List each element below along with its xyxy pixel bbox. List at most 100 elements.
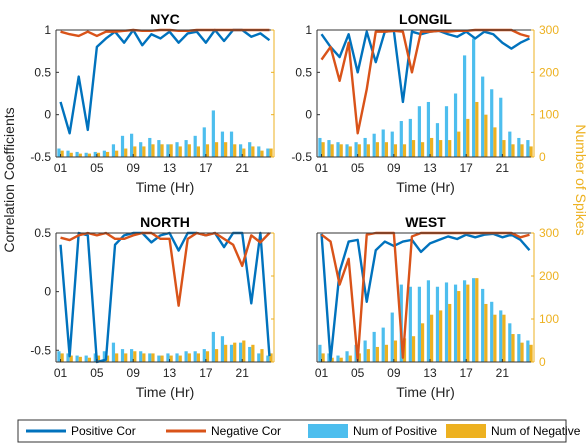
bar-num-negative: [133, 351, 137, 362]
bar-num-positive: [120, 349, 125, 362]
bar-num-negative: [321, 142, 325, 157]
bar-num-positive: [499, 310, 503, 362]
bar-num-negative: [115, 353, 119, 362]
bar-num-positive: [93, 151, 97, 157]
bar-num-negative: [124, 353, 128, 362]
bar-num-negative: [348, 146, 352, 157]
y-tick-label: 1: [44, 23, 51, 37]
bar-num-negative: [339, 144, 343, 157]
legend-box: [17, 419, 567, 443]
y2-tick-label: 0: [539, 150, 546, 164]
line-positive-cor: [320, 29, 530, 104]
x-tick-label: 01: [54, 161, 68, 175]
bar-num-positive: [239, 342, 243, 362]
bar-num-positive: [75, 151, 79, 157]
legend-swatch-num-negative: [446, 424, 486, 438]
bar-num-positive: [472, 278, 476, 362]
bar-num-positive: [426, 280, 431, 362]
bar-num-negative: [233, 144, 237, 157]
y-tick-label: 0: [305, 108, 312, 122]
bar-num-negative: [60, 150, 64, 157]
bar-num-positive: [372, 133, 376, 157]
bar-num-negative: [411, 140, 416, 157]
bar-num-negative: [187, 144, 191, 157]
bar-num-negative: [457, 131, 461, 157]
bar-num-positive: [526, 340, 530, 362]
bar-num-negative: [251, 344, 255, 362]
panel-title: LONGIL: [399, 11, 452, 27]
legend-label-positive-cor: Positive Cor: [71, 424, 136, 438]
bar-num-negative: [384, 142, 389, 157]
bar-num-positive: [184, 140, 188, 157]
bar-num-negative: [196, 146, 200, 157]
bar-num-positive: [66, 353, 70, 362]
bar-num-negative: [178, 146, 182, 157]
bar-num-negative: [384, 344, 389, 362]
x-tick-label: 17: [199, 161, 213, 175]
bar-num-negative: [78, 356, 82, 362]
y-tick-label: 1: [305, 23, 312, 37]
bar-num-negative: [269, 353, 273, 362]
bar-num-negative: [105, 151, 110, 157]
bar-num-positive: [408, 286, 412, 362]
panel-north: 01 05 09 13 17 21 -0.5 0 0.5 NORTH Time (Hr): [30, 214, 275, 400]
bar-num-negative: [142, 353, 146, 362]
bar-num-negative: [420, 323, 425, 362]
bar-num-negative: [242, 148, 246, 157]
bar-num-negative: [375, 142, 379, 157]
bar-num-positive: [130, 349, 134, 362]
bar-num-negative: [520, 144, 524, 157]
bar-num-positive: [148, 353, 152, 362]
bar-num-negative: [366, 349, 370, 362]
bar-num-positive: [166, 353, 170, 362]
bar-num-positive: [202, 349, 206, 362]
bar-num-positive: [211, 110, 215, 157]
bar-num-negative: [69, 152, 73, 157]
bar-num-positive: [202, 127, 206, 157]
panel-longil: 01 05 09 13 17 21 -0.5 0 0.5 1 0 100 200 300 LONGIL Tim…: [291, 11, 559, 195]
y-tick-label: 0: [44, 108, 51, 122]
bar-num-negative: [375, 346, 379, 362]
bar-num-negative: [448, 303, 452, 362]
bar-num-negative: [87, 357, 91, 362]
bar-num-negative: [402, 144, 407, 157]
bar-num-positive: [257, 353, 261, 362]
bar-num-negative: [420, 142, 425, 157]
bar-num-positive: [336, 142, 340, 157]
y-tick-label: 0.5: [34, 226, 51, 240]
bar-num-negative: [430, 314, 434, 362]
bar-num-positive: [453, 284, 458, 362]
bar-num-positive: [345, 351, 349, 362]
bar-num-positive: [453, 93, 458, 157]
bar-num-positive: [102, 351, 106, 362]
bar-num-negative: [357, 144, 361, 157]
legend: Positive Cor Negative Cor Num of Positiv…: [17, 419, 581, 443]
bar-num-negative: [439, 140, 443, 157]
bar-num-negative: [430, 137, 434, 157]
bar-num-positive: [166, 144, 170, 157]
right-y-axis-label: Number of Spikes: [573, 124, 586, 235]
bar-num-positive: [381, 327, 385, 362]
bar-num-negative: [529, 146, 533, 157]
y-tick-label: -0.5: [30, 343, 51, 357]
x-tick-label: 01: [315, 366, 329, 380]
legend-label-num-positive: Num of Positive: [353, 424, 437, 438]
bar-num-positive: [354, 142, 358, 157]
bar-num-negative: [260, 150, 264, 157]
bar-num-negative: [124, 148, 128, 157]
legend-swatch-num-positive: [308, 424, 348, 438]
bar-num-positive: [66, 150, 70, 157]
bar-num-positive: [508, 131, 512, 157]
bar-num-positive: [266, 148, 270, 157]
bar-num-negative: [366, 144, 370, 157]
bar-num-positive: [499, 97, 503, 157]
bar-num-negative: [475, 278, 479, 362]
bar-num-positive: [363, 340, 367, 362]
x-tick-label: 17: [460, 366, 474, 380]
bar-num-positive: [318, 137, 322, 157]
x-tick-label: 09: [127, 161, 141, 175]
bar-num-negative: [520, 342, 524, 362]
x-tick-label: 01: [54, 366, 68, 380]
x-tick-label: 21: [496, 366, 510, 380]
